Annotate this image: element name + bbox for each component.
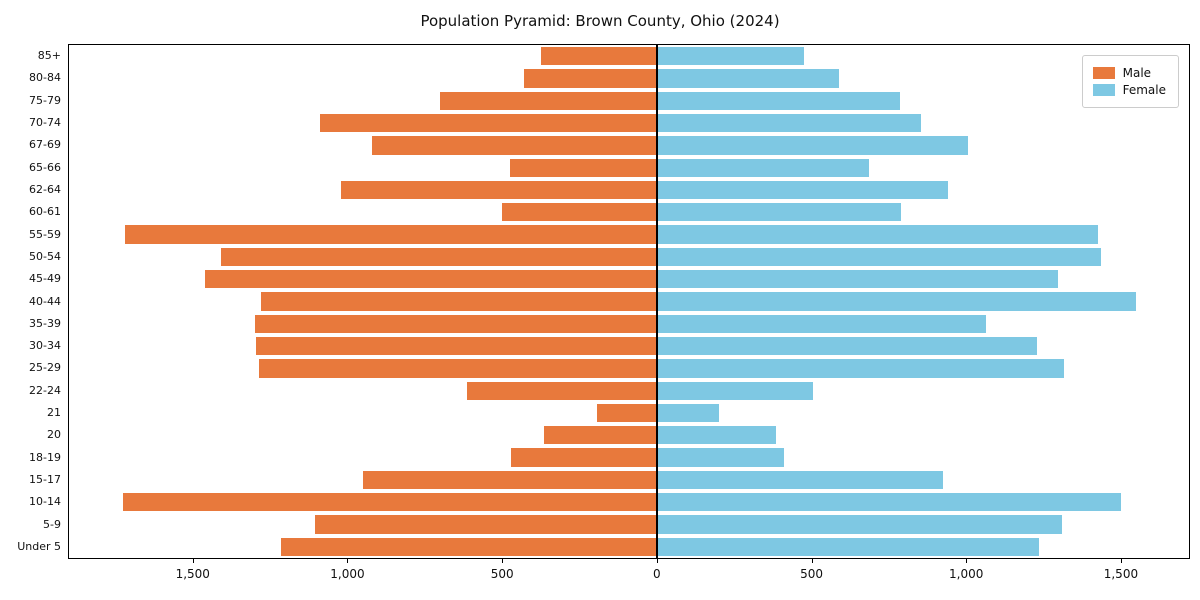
y-tick-label: Under 5	[17, 539, 61, 553]
y-tick-label: 35-39	[29, 316, 61, 330]
plot-area: Male Female 85+ 80-84 75-79 70-74 67-69 65-66…	[17, 44, 1190, 581]
y-tick-label: 22-24	[29, 383, 61, 397]
y-tick-label: 62-64	[29, 182, 61, 196]
x-tick-label: 0	[653, 567, 661, 581]
male-bar	[205, 270, 657, 289]
male-bar	[280, 537, 657, 556]
y-tick-label: 40-44	[29, 294, 61, 308]
y-tick-label: 30-34	[29, 339, 61, 353]
y-tick-label: 45-49	[29, 272, 61, 286]
female-bar	[656, 403, 719, 423]
male-bar	[523, 69, 657, 88]
male-bar	[123, 493, 657, 512]
male-bar	[362, 470, 657, 490]
female-bar	[656, 381, 814, 400]
x-tick-mark	[811, 558, 813, 563]
male-bar	[540, 47, 657, 66]
male-bar	[256, 336, 657, 356]
chart-title: Population Pyramid: Brown County, Ohio (…	[420, 12, 780, 30]
y-tick-label: 80-84	[29, 71, 61, 85]
male-bar	[509, 158, 657, 177]
male-bar	[440, 91, 657, 110]
legend-entry-female: Female	[1092, 83, 1166, 97]
legend-label-female: Female	[1122, 83, 1166, 97]
female-bar	[656, 247, 1101, 267]
female-bar	[656, 91, 900, 110]
y-tick-label: 25-29	[29, 361, 61, 375]
female-bar	[656, 69, 840, 88]
male-bar	[596, 403, 657, 423]
x-tick-mark	[1120, 558, 1122, 563]
female-bar	[656, 47, 804, 66]
male-bar	[319, 113, 657, 133]
female-bar	[656, 537, 1039, 556]
y-tick-label: 10-14	[29, 495, 61, 509]
x-tick-mark	[347, 558, 349, 563]
male-bar	[502, 203, 657, 222]
x-tick-label: 500	[490, 567, 514, 581]
legend-entry-male: Male	[1092, 66, 1166, 80]
y-tick-label: 67-69	[29, 138, 61, 152]
y-tick-label: 15-17	[29, 472, 61, 486]
x-tick-mark	[192, 558, 194, 563]
female-bar	[656, 359, 1064, 378]
y-tick-label: 55-59	[29, 227, 61, 241]
female-bar	[656, 470, 944, 490]
female-bar	[656, 203, 902, 222]
female-bar	[656, 136, 968, 155]
legend-label-male: Male	[1122, 66, 1152, 80]
male-bar	[260, 292, 657, 311]
zero-axis-line	[656, 45, 658, 558]
male-bar	[466, 381, 657, 400]
x-tick-label: 1,500	[175, 567, 210, 581]
y-tick-label: 65-66	[29, 160, 61, 174]
x-tick-label: 1,500	[1103, 567, 1139, 581]
female-bar	[656, 180, 948, 200]
female-bar	[656, 515, 1063, 534]
y-tick-label: 60-61	[29, 205, 61, 219]
y-tick-label: 5-9	[43, 517, 61, 531]
male-bar	[341, 180, 657, 200]
x-tick-mark	[502, 558, 504, 563]
female-bar	[656, 292, 1137, 311]
male-bar	[259, 359, 657, 378]
female-bar	[656, 426, 776, 445]
x-tick-mark	[966, 558, 968, 563]
female-bar	[656, 448, 784, 467]
x-tick-mark	[656, 558, 658, 563]
x-tick-label: 500	[800, 567, 823, 581]
female-bar	[656, 113, 922, 133]
female-bar	[656, 336, 1038, 356]
y-tick-label: 21	[47, 406, 61, 420]
legend: Male Female	[1081, 55, 1179, 108]
female-bar	[656, 493, 1121, 512]
female-color-swatch	[1092, 84, 1115, 96]
female-bar	[656, 158, 869, 177]
male-bar	[511, 448, 657, 467]
male-bar	[372, 136, 657, 155]
x-tick-label: 1,000	[330, 567, 365, 581]
y-tick-label: 85+	[37, 49, 61, 63]
y-tick-label: 70-74	[29, 116, 61, 130]
x-tick-label: 1,000	[949, 567, 984, 581]
male-color-swatch	[1092, 67, 1115, 79]
y-tick-label: 50-54	[29, 249, 61, 263]
female-bar	[656, 314, 987, 333]
y-tick-label: 75-79	[29, 93, 61, 107]
male-bar	[543, 426, 657, 445]
male-bar	[254, 314, 657, 333]
y-tick-label: 18-19	[29, 450, 61, 464]
male-bar	[220, 247, 657, 267]
male-bar	[124, 225, 657, 244]
y-tick-label: 20	[47, 428, 61, 442]
female-bar	[656, 270, 1058, 289]
female-bar	[656, 225, 1098, 244]
male-bar	[314, 515, 657, 534]
